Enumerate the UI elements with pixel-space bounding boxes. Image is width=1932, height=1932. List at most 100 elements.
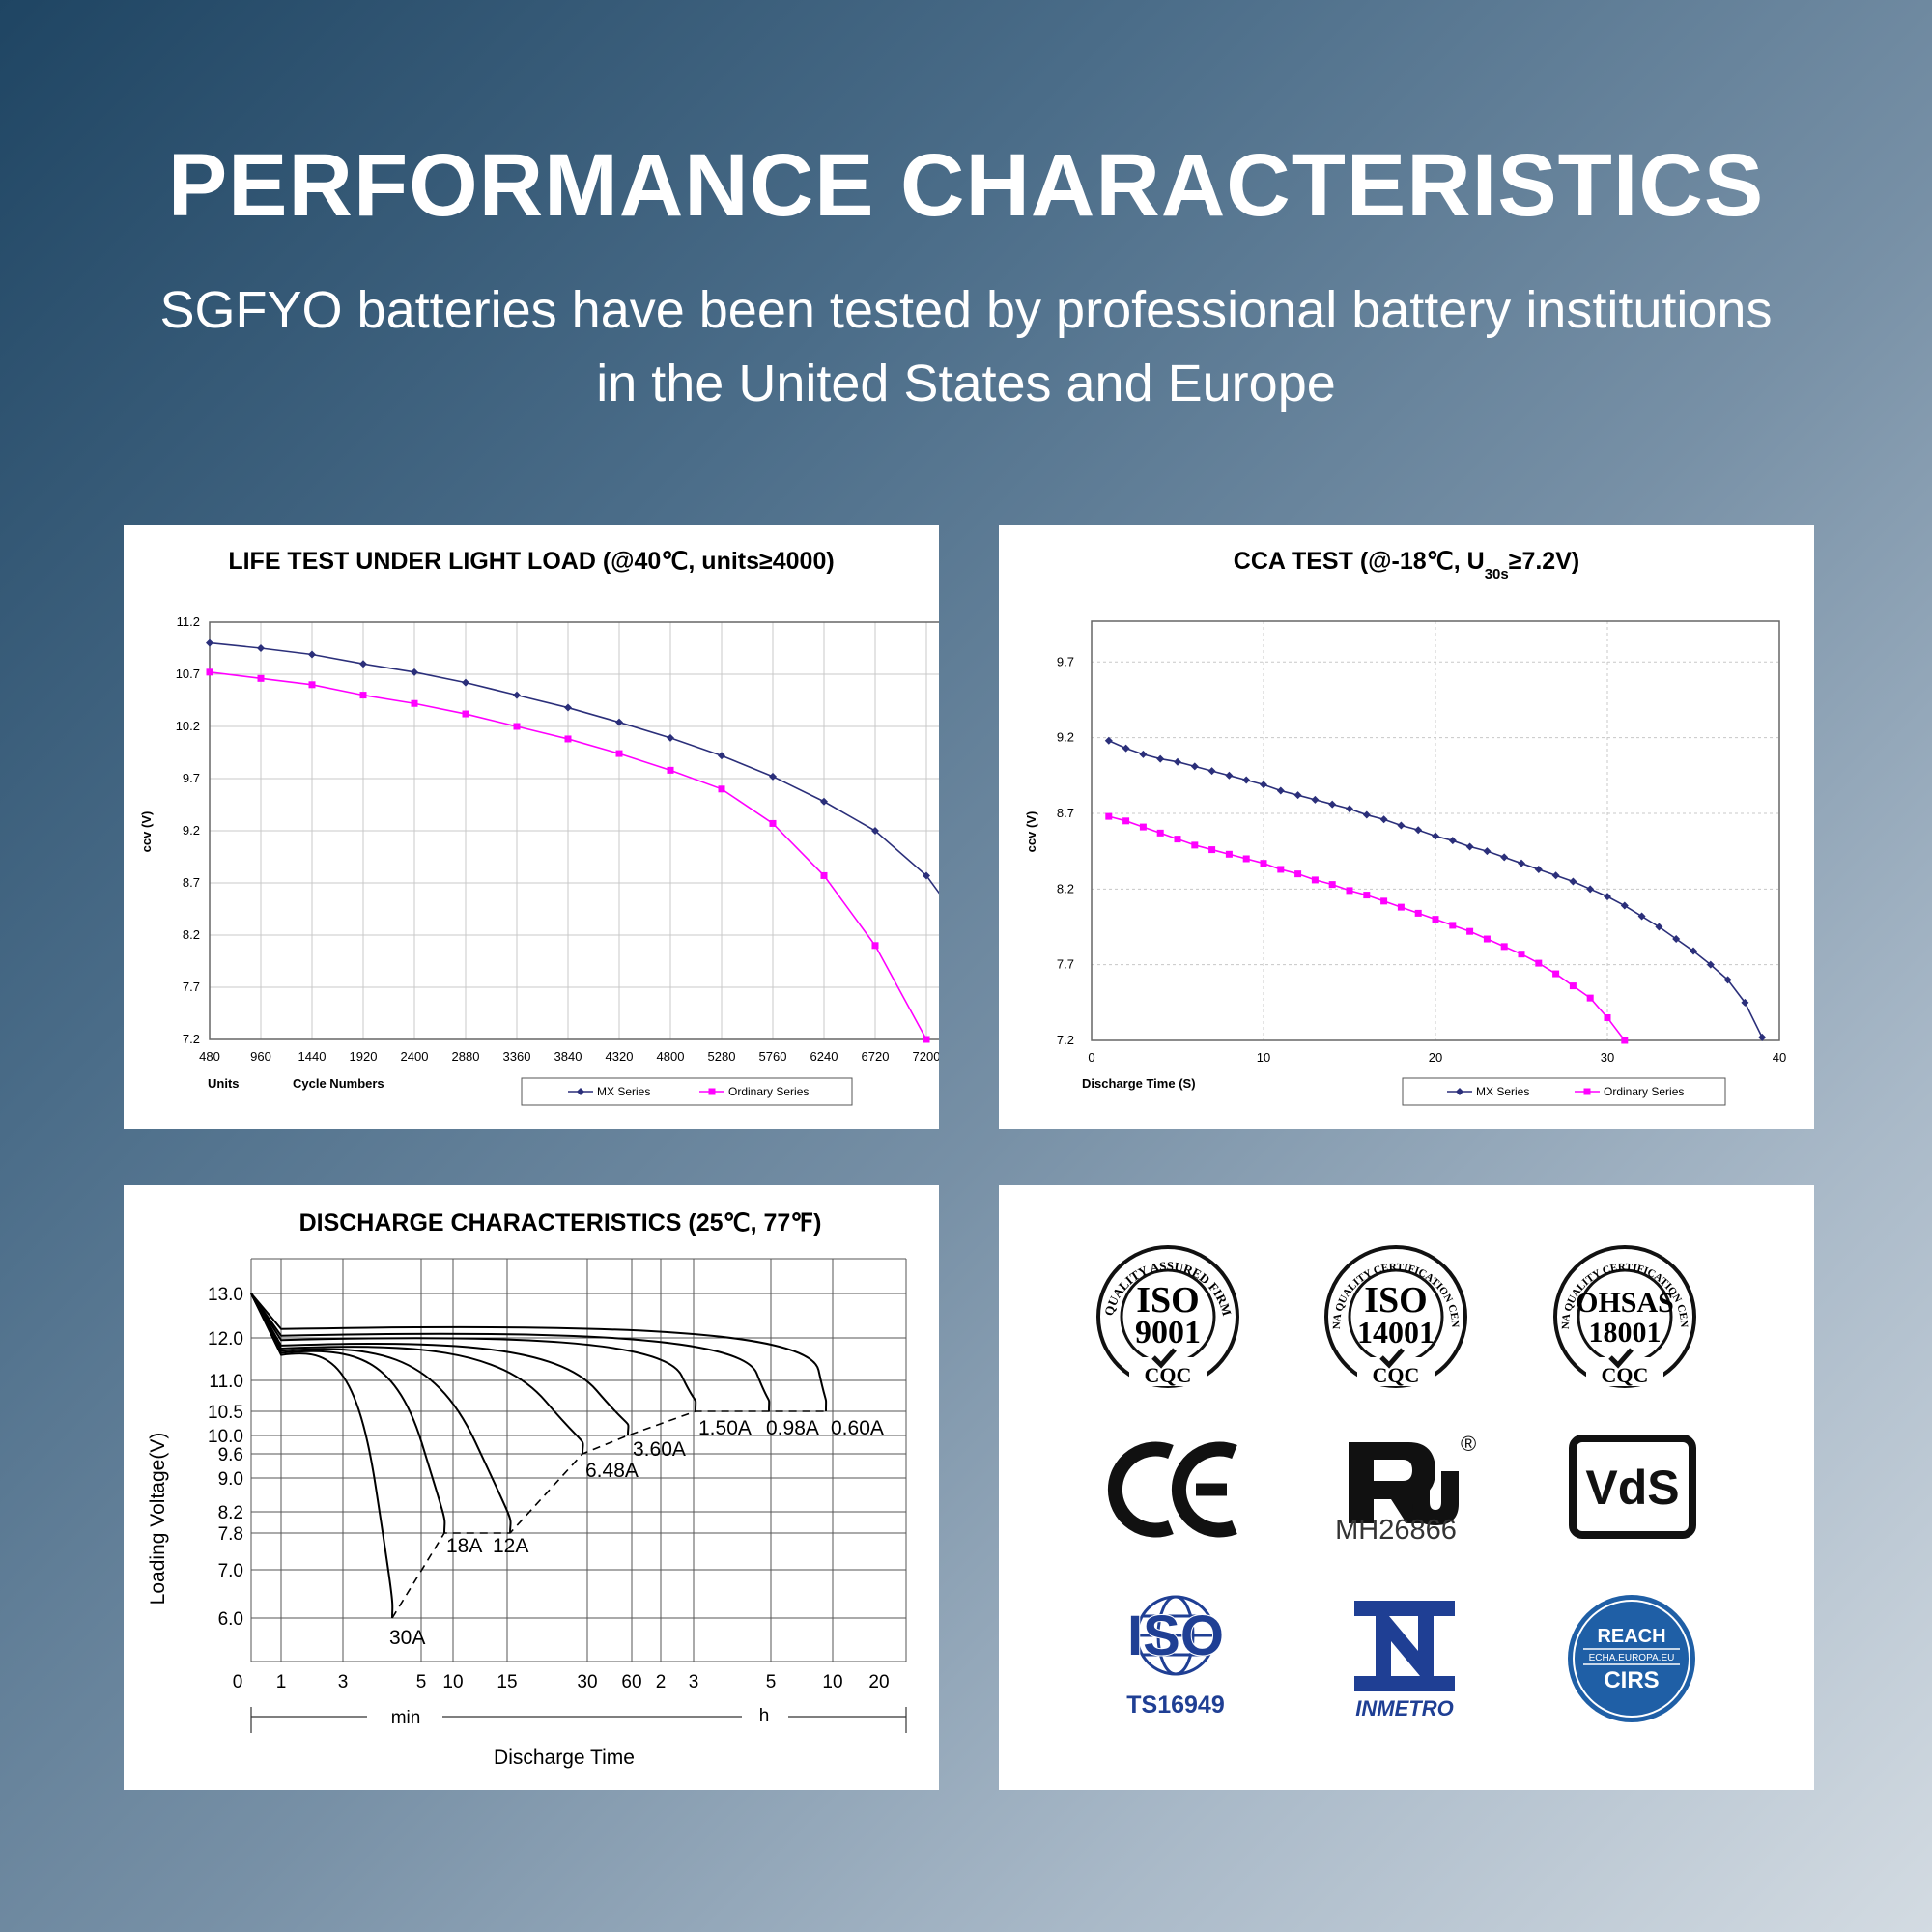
ce-mark-logo xyxy=(1107,1441,1237,1538)
life-series-point xyxy=(769,772,777,781)
cca-series-point xyxy=(1105,812,1113,820)
cca-series-point xyxy=(1706,960,1715,969)
life-test-chart: LIFE TEST UNDER LIGHT LOAD (@40℃, units≥… xyxy=(139,548,939,1106)
cca-series-point xyxy=(1569,982,1577,990)
life-x-tick-label: 3840 xyxy=(554,1049,582,1064)
life-legend-marker xyxy=(708,1088,716,1095)
cca-x-tick-label: 20 xyxy=(1429,1050,1442,1065)
life-test-title: LIFE TEST UNDER LIGHT LOAD (@40℃, units≥… xyxy=(228,548,834,575)
life-series-point xyxy=(615,750,623,757)
life-y-tick-label: 7.7 xyxy=(183,980,200,994)
life-series-point xyxy=(411,668,418,676)
svg-text:CQC: CQC xyxy=(1602,1363,1649,1387)
discharge-y-tick-label: 8.2 xyxy=(218,1503,243,1523)
cca-series-point xyxy=(1363,892,1371,899)
cca-y-tick-label: 9.7 xyxy=(1057,654,1074,668)
life-series-point xyxy=(564,735,572,743)
cca-series-point xyxy=(1328,800,1337,809)
discharge-current-label: 30A xyxy=(389,1627,425,1649)
cca-series-point xyxy=(1346,887,1353,895)
life-x-tick-label: 6720 xyxy=(862,1049,890,1064)
life-x-tick-label: 3360 xyxy=(503,1049,531,1064)
life-series-point xyxy=(615,718,623,726)
life-test-legend: MX Series Ordinary Series xyxy=(521,1077,853,1106)
cca-legend-marker xyxy=(1456,1088,1463,1095)
svg-text:TS16949: TS16949 xyxy=(1126,1691,1224,1719)
cca-series-point xyxy=(1293,791,1302,800)
cca-series-point xyxy=(1535,959,1543,967)
life-series-point xyxy=(462,710,469,718)
certifications-panel: QUALITY ASSURED FIRM ISO 9001 CQC CHINA … xyxy=(999,1185,1814,1790)
cca-series-point xyxy=(1260,860,1267,867)
discharge-x-tick-label: 30 xyxy=(577,1672,597,1692)
life-x-tick-label: 1440 xyxy=(298,1049,327,1064)
cca-test-plot-frame xyxy=(1091,620,1780,1041)
cca-series-point xyxy=(1449,922,1457,929)
life-series-point xyxy=(513,723,521,730)
discharge-x-tick-label: 60 xyxy=(621,1672,641,1692)
discharge-curve xyxy=(250,1293,394,1619)
cca-series-point xyxy=(1500,943,1508,951)
ohsas-18001-cqc-logo: CHINA QUALITY CERTIFICATION CENTRE OHSAS… xyxy=(999,1185,1696,1388)
inmetro-logo: INMETRO xyxy=(1354,1601,1455,1720)
cca-series-point xyxy=(1448,837,1457,845)
vds-logo: VdS xyxy=(1569,1435,1696,1539)
cca-legend-label: Ordinary Series xyxy=(1604,1085,1684,1098)
discharge-curve xyxy=(250,1293,446,1534)
discharge-y-tick-label: 12.0 xyxy=(208,1329,243,1350)
discharge-curve xyxy=(250,1293,771,1412)
life-test-xlabel-units: Units xyxy=(208,1076,240,1091)
cca-series-point xyxy=(1242,776,1251,784)
cca-series-point xyxy=(1328,881,1336,889)
discharge-end-voltage-line xyxy=(391,1410,826,1619)
cca-series-point xyxy=(1518,951,1525,958)
cca-series-point xyxy=(1208,846,1216,854)
cca-series-point xyxy=(1346,805,1353,813)
cca-series-point xyxy=(1551,871,1560,880)
discharge-y-tick-label: 9.0 xyxy=(218,1469,243,1490)
discharge-chart: DISCHARGE CHARACTERISTICS (25℃, 77℉) 13.… xyxy=(147,1209,907,1769)
life-x-tick-label: 6240 xyxy=(810,1049,838,1064)
cca-series-point xyxy=(1225,850,1233,858)
cca-series-point xyxy=(1139,750,1148,758)
life-series-point xyxy=(667,766,674,774)
cca-test-chart: CCA TEST (@-18℃, U30s≥7.2V) 9.7 9.2 8.7 8.2… xyxy=(1024,548,1786,1106)
svg-text:MH26866: MH26866 xyxy=(1335,1515,1457,1546)
life-x-tick-label: 4800 xyxy=(657,1049,685,1064)
svg-text:ISO: ISO xyxy=(1127,1605,1224,1667)
life-series-point xyxy=(462,678,469,687)
life-series-point xyxy=(871,827,879,835)
cca-series-point xyxy=(1552,970,1560,978)
life-x-tick-label: 5280 xyxy=(708,1049,736,1064)
life-legend-marker xyxy=(577,1088,584,1095)
cca-series-point xyxy=(1260,781,1267,789)
life-y-tick-label: 8.2 xyxy=(183,927,200,942)
cca-series-point xyxy=(1758,1033,1767,1041)
life-y-tick-label: 9.7 xyxy=(183,771,200,785)
iso-9001-cqc-logo: QUALITY ASSURED FIRM ISO 9001 CQC xyxy=(1096,1245,1239,1388)
life-series-point xyxy=(871,942,879,950)
discharge-x-tick-label: 5 xyxy=(766,1672,777,1692)
discharge-y-tick-label: 9.6 xyxy=(218,1445,243,1465)
discharge-current-label: 0.60A xyxy=(831,1417,884,1439)
cca-series-point xyxy=(1604,893,1611,901)
life-series-point xyxy=(564,703,572,712)
cca-y-tick-label: 7.2 xyxy=(1057,1033,1074,1047)
discharge-curve xyxy=(250,1293,697,1412)
cca-legend-label: MX Series xyxy=(1476,1085,1529,1098)
discharge-unit-min: min xyxy=(391,1708,421,1728)
svg-text:INMETRO: INMETRO xyxy=(1355,1696,1453,1720)
cca-x-tick-label: 10 xyxy=(1257,1050,1270,1065)
cca-series-point xyxy=(1534,865,1543,873)
cca-series-point xyxy=(1294,870,1302,878)
discharge-ylabel: Loading Voltage(V) xyxy=(147,1433,169,1605)
life-series-point xyxy=(359,692,367,699)
life-y-tick-label: 11.2 xyxy=(177,614,200,629)
discharge-curve xyxy=(250,1293,512,1534)
discharge-curve xyxy=(250,1293,630,1436)
life-legend-label: Ordinary Series xyxy=(728,1085,809,1098)
life-y-tick-label: 9.2 xyxy=(183,823,200,838)
cca-series-point xyxy=(1122,817,1130,825)
discharge-xlabel: Discharge Time xyxy=(494,1747,635,1769)
life-x-tick-label: 5760 xyxy=(759,1049,787,1064)
